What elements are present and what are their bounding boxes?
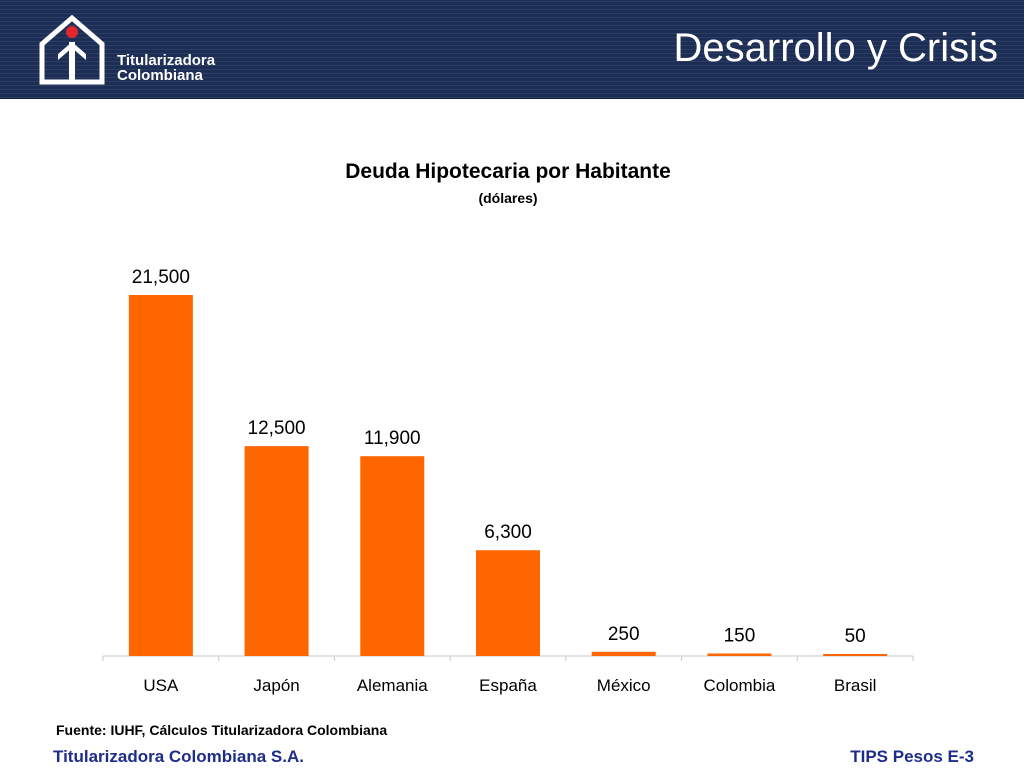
house-arrow-icon <box>38 14 108 91</box>
chart-title: Deuda Hipotecaria por Habitante <box>345 160 671 183</box>
footer-code: TIPS Pesos E-3 <box>850 747 974 766</box>
data-label: 12,500 <box>248 418 306 439</box>
logo-wordmark: Titularizadora Colombiana <box>117 53 215 83</box>
category-label: Colombia <box>704 676 776 695</box>
data-label: 11,900 <box>364 428 421 449</box>
logo-line2: Colombiana <box>117 67 203 84</box>
bar-chart: 21,500 USA 12,500 Japón 11,900 Alemania 6,300 E… <box>102 267 914 695</box>
data-label: 150 <box>724 625 756 646</box>
data-label: 21,500 <box>132 267 190 288</box>
bar-méxico <box>591 651 656 656</box>
category-label: Japón <box>253 676 299 695</box>
data-label: 250 <box>608 624 640 645</box>
bar-alemania <box>360 456 425 656</box>
bar-colombia <box>707 653 772 656</box>
category-label: España <box>479 676 537 695</box>
footer-company: Titularizadora Colombiana S.A. <box>53 747 304 766</box>
bar-brasil <box>823 654 888 656</box>
data-label: 6,300 <box>484 522 532 543</box>
source-note: Fuente: IUHF, Cálculos Titularizadora Co… <box>56 722 388 738</box>
bar-japón <box>244 446 309 656</box>
data-label: 50 <box>845 626 866 647</box>
bar-usa <box>128 295 193 656</box>
category-label: Brasil <box>834 676 877 695</box>
category-label: México <box>597 676 651 695</box>
chart-subtitle: (dólares) <box>478 190 538 206</box>
category-label: USA <box>143 676 179 695</box>
header-banner: Titularizadora Colombiana Desarrollo y C… <box>0 0 1024 99</box>
logo-line1: Titularizadora <box>117 52 216 69</box>
bar-españa <box>476 550 540 656</box>
category-label: Alemania <box>357 676 428 695</box>
page-title: Desarrollo y Crisis <box>673 26 999 70</box>
